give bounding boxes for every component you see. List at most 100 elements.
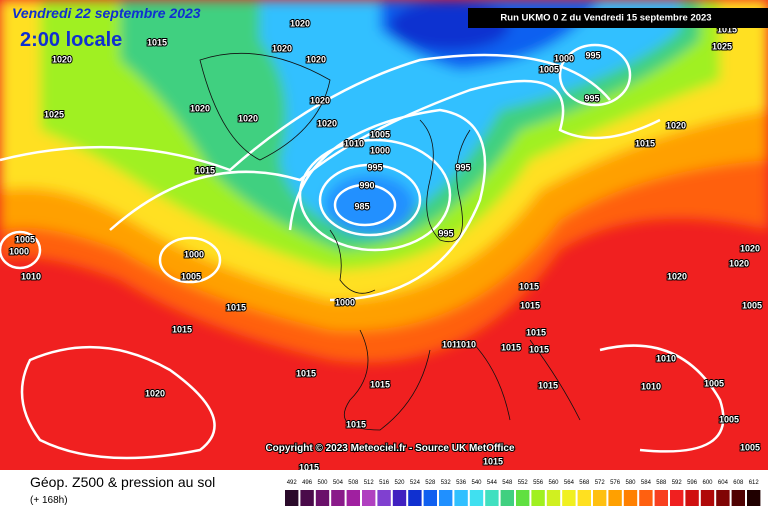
isobar-labels: 1020 1015 1020 1020 1020 1020 1020 1020 1020 1025… bbox=[8, 17, 763, 473]
isobar-label: 1005 bbox=[181, 271, 201, 281]
isobar-label: 1010 bbox=[456, 339, 476, 349]
scale-label: 576 bbox=[610, 480, 621, 486]
copyright: Copyright © 2023 Meteociel.fr - Source U… bbox=[265, 443, 515, 454]
scale-label: 560 bbox=[548, 480, 559, 486]
isobar-label: 995 bbox=[584, 93, 599, 103]
isobar-label: 1010 bbox=[21, 271, 41, 281]
scale-swatch bbox=[485, 490, 499, 506]
isobar-label: 1015 bbox=[519, 281, 539, 291]
scale-label: 572 bbox=[595, 480, 606, 486]
scale-label: 556 bbox=[533, 480, 544, 486]
isobar bbox=[288, 108, 487, 302]
isobar-label: 1020 bbox=[306, 54, 326, 64]
isobar-label: 1015 bbox=[501, 342, 521, 352]
isobar bbox=[20, 345, 216, 460]
isobar-label: 1015 bbox=[538, 380, 558, 390]
isobar-label: 1020 bbox=[190, 103, 210, 113]
isobar-label: 1015 bbox=[147, 37, 167, 47]
scale-label: 524 bbox=[410, 480, 421, 486]
isobar-label: 1000 bbox=[9, 246, 29, 256]
scale-label: 580 bbox=[625, 480, 636, 486]
lead-time: (+ 168h) bbox=[30, 495, 68, 506]
isobar-label: 1020 bbox=[145, 388, 165, 398]
scale-label: 540 bbox=[471, 480, 482, 486]
isobar bbox=[599, 344, 725, 453]
scale-label: 584 bbox=[641, 480, 652, 486]
scale-swatch bbox=[408, 490, 422, 506]
scale-swatch bbox=[439, 490, 453, 506]
isobar-label: 1000 bbox=[184, 249, 204, 259]
run-info: Run UKMO 0 Z du Vendredi 15 septembre 20… bbox=[500, 13, 711, 24]
isobar-label: 995 bbox=[438, 228, 453, 238]
scale-swatch bbox=[577, 490, 591, 506]
scale-label: 512 bbox=[364, 480, 375, 486]
isobar bbox=[333, 183, 397, 227]
scale-swatch bbox=[716, 490, 730, 506]
scale-swatch bbox=[346, 490, 360, 506]
scale-swatch bbox=[731, 490, 745, 506]
scale-label: 492 bbox=[287, 480, 298, 486]
isobar-label: 1020 bbox=[666, 120, 686, 130]
isobar-label: 995 bbox=[455, 162, 470, 172]
isobar bbox=[558, 43, 632, 107]
scale-swatch bbox=[500, 490, 514, 506]
scale-label: 520 bbox=[394, 480, 405, 486]
scale-swatch bbox=[315, 490, 330, 506]
isobar-label: 1015 bbox=[296, 368, 316, 378]
isobar-label: 1000 bbox=[335, 297, 355, 307]
coastline bbox=[329, 229, 376, 294]
isobar-label: 1020 bbox=[317, 118, 337, 128]
scale-label: 596 bbox=[687, 480, 698, 486]
isobar-label: 1025 bbox=[44, 109, 64, 119]
isobar-label: 1020 bbox=[52, 54, 72, 64]
scale-label: 600 bbox=[702, 480, 713, 486]
scale-swatch bbox=[454, 490, 468, 506]
isobar-label: 1020 bbox=[729, 258, 749, 268]
isobar-label: 1005 bbox=[15, 234, 35, 244]
isobar-label: 1015 bbox=[346, 419, 366, 429]
coastlines bbox=[199, 52, 581, 431]
scale-label: 532 bbox=[441, 480, 452, 486]
scale-label: 568 bbox=[579, 480, 590, 486]
isobar-label: 1010 bbox=[656, 353, 676, 363]
isobar-label: 1020 bbox=[272, 43, 292, 53]
scale-label: 592 bbox=[672, 480, 683, 486]
isobar-label: 1015 bbox=[226, 302, 246, 312]
scale-label: 604 bbox=[718, 480, 729, 486]
isobar-label: 1005 bbox=[704, 378, 724, 388]
isobar bbox=[318, 163, 422, 237]
isobar-label: 1010 bbox=[442, 339, 462, 349]
scale-label: 536 bbox=[456, 480, 467, 486]
isobar-label: 1005 bbox=[740, 442, 760, 452]
scale-swatch bbox=[377, 490, 391, 506]
isobar-label: 1015 bbox=[195, 165, 215, 175]
isobar-label: 990 bbox=[359, 180, 374, 190]
scale-swatch bbox=[362, 490, 376, 506]
scale-swatch bbox=[546, 490, 561, 506]
isobar-label: 1005 bbox=[742, 300, 762, 310]
isobar-label: 1020 bbox=[290, 18, 310, 28]
isobars bbox=[0, 43, 725, 460]
field: 1020 1015 1020 1020 1020 1020 1020 1020 1020 1025… bbox=[0, 0, 768, 473]
isobar bbox=[158, 236, 222, 284]
scale-swatch bbox=[654, 490, 668, 506]
scale-swatch bbox=[392, 490, 407, 506]
scale-swatch bbox=[608, 490, 622, 506]
isobar bbox=[298, 138, 452, 252]
scale-swatch bbox=[639, 490, 653, 506]
forecast-date: Vendredi 22 septembre 2023 bbox=[12, 5, 201, 21]
isobar-label: 1015 bbox=[370, 379, 390, 389]
isobar bbox=[0, 230, 42, 270]
scale-swatch bbox=[531, 490, 545, 506]
isobar-label: 1015 bbox=[526, 327, 546, 337]
scale-swatch bbox=[300, 490, 314, 506]
scale-swatch bbox=[623, 490, 638, 506]
forecast-time: 2:00 locale bbox=[20, 29, 122, 51]
scale-label: 608 bbox=[733, 480, 744, 486]
isobar-label: 1000 bbox=[554, 53, 574, 63]
scale-label: 500 bbox=[317, 480, 328, 486]
scale-label: 528 bbox=[425, 480, 436, 486]
run-box bbox=[468, 8, 768, 28]
isobar-label: 1005 bbox=[370, 129, 390, 139]
